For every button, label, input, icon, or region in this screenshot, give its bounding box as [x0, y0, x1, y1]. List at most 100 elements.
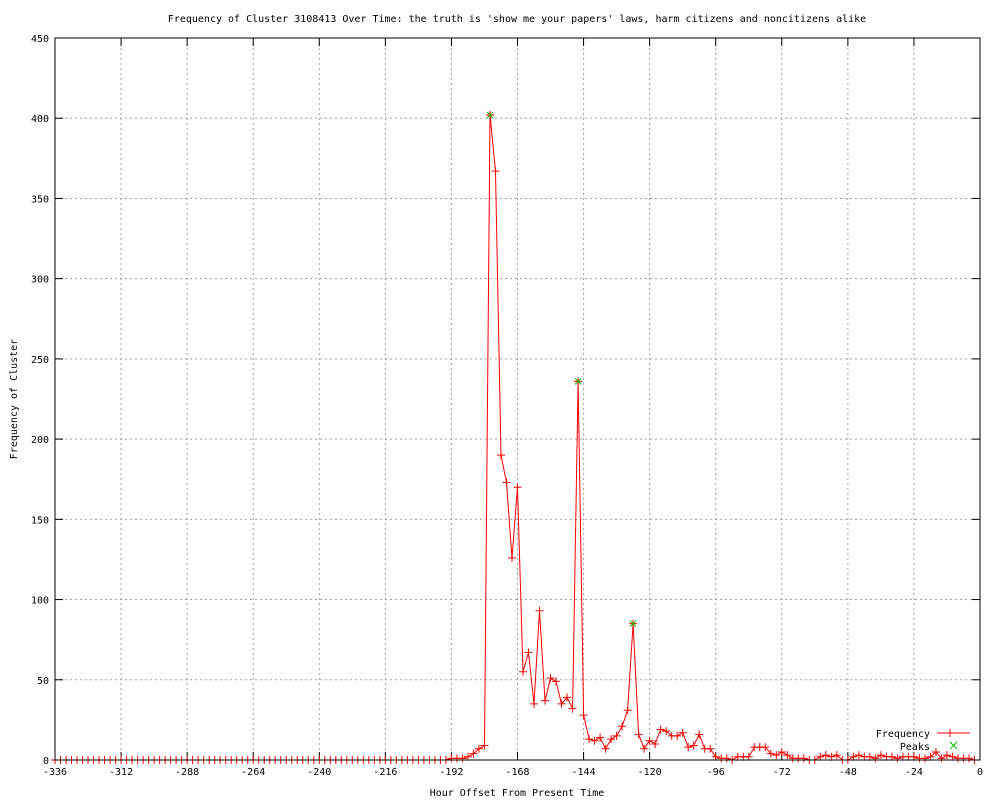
- legend-label-frequency: Frequency: [876, 729, 930, 740]
- frequency-point: [469, 749, 478, 758]
- x-tick-label: -336: [43, 767, 67, 778]
- frequency-point: [651, 739, 660, 748]
- frequency-point: [865, 752, 874, 761]
- y-tick-label: 250: [31, 355, 49, 366]
- frequency-point: [530, 699, 539, 708]
- plot-border: [54, 37, 981, 761]
- legend-label-peaks: Peaks: [900, 742, 930, 753]
- y-tick-label: 0: [43, 756, 49, 767]
- frequency-point: [535, 606, 544, 615]
- frequency-point: [777, 747, 786, 756]
- frequency-point: [942, 751, 951, 760]
- frequency-point: [931, 747, 940, 756]
- axis-ticks: -336 -312 -288 -264 -240 -216 -192 -168 -144 -120…: [31, 34, 983, 778]
- legend-marker-frequency: [946, 729, 954, 737]
- frequency-point: [491, 167, 500, 176]
- legend: Frequency Peaks: [876, 729, 970, 753]
- frequency-point: [909, 752, 918, 761]
- frequency-point: [821, 751, 830, 760]
- frequency-point: [634, 730, 643, 739]
- frequency-point: [546, 674, 555, 683]
- frequency-point: [502, 478, 511, 487]
- frequency-point: [920, 754, 929, 763]
- frequency-point: [463, 752, 472, 761]
- frequency-point: [827, 752, 836, 761]
- frequency-point: [926, 752, 935, 761]
- frequency-point: [568, 704, 577, 713]
- x-axis-label: Hour Offset From Present Time: [430, 788, 605, 799]
- frequency-point: [656, 725, 665, 734]
- frequency-point: [474, 744, 483, 753]
- x-tick-label: -312: [109, 767, 133, 778]
- frequency-point: [590, 736, 599, 745]
- frequency-point: [519, 667, 528, 676]
- frequency-point: [673, 731, 682, 740]
- x-tick-label: -264: [241, 767, 265, 778]
- frequency-point: [684, 743, 693, 752]
- frequency-point: [816, 752, 825, 761]
- y-tick-label: 300: [31, 275, 49, 286]
- frequency-point: [695, 730, 704, 739]
- series-layer: [51, 111, 979, 764]
- frequency-point: [678, 728, 687, 737]
- frequency-point: [607, 735, 616, 744]
- frequency-point: [612, 731, 621, 740]
- y-tick-label: 350: [31, 194, 49, 205]
- frequency-point: [480, 741, 489, 750]
- x-tick-label: -96: [707, 767, 725, 778]
- y-tick-label: 400: [31, 114, 49, 125]
- frequency-point: [706, 744, 715, 753]
- x-tick-label: -216: [373, 767, 397, 778]
- x-tick-label: -240: [307, 767, 331, 778]
- frequency-line: [55, 114, 975, 761]
- frequency-point: [849, 752, 858, 761]
- y-tick-label: 150: [31, 515, 49, 526]
- grid: [55, 38, 980, 760]
- frequency-point: [689, 741, 698, 750]
- frequency-point: [761, 743, 770, 752]
- frequency-point: [507, 553, 516, 562]
- peak-point: [486, 111, 494, 119]
- x-tick-label: -168: [505, 767, 529, 778]
- frequency-point: [496, 451, 505, 460]
- frequency-point: [645, 736, 654, 745]
- y-tick-label: 50: [37, 676, 49, 687]
- frequency-point: [524, 648, 533, 657]
- frequency-point: [513, 483, 522, 492]
- peak-point: [574, 377, 582, 385]
- frequency-point: [766, 749, 775, 758]
- legend-marker-peaks: [949, 741, 958, 750]
- peak-point: [629, 620, 637, 627]
- frequency-point: [832, 751, 841, 760]
- frequency-point: [937, 754, 946, 763]
- frequency-point: [722, 754, 731, 763]
- frequency-point: [964, 754, 973, 763]
- x-tick-label: -72: [773, 767, 791, 778]
- y-tick-label: 200: [31, 435, 49, 446]
- x-tick-label: 0: [977, 767, 983, 778]
- chart-title: Frequency of Cluster 3108413 Over Time: …: [168, 14, 866, 25]
- y-tick-label: 450: [31, 34, 49, 45]
- frequency-point: [541, 696, 550, 705]
- frequency-point: [596, 733, 605, 742]
- frequency-point: [618, 722, 627, 731]
- frequency-point: [601, 744, 610, 753]
- x-tick-label: -288: [175, 767, 199, 778]
- frequency-point: [458, 754, 467, 763]
- frequency-point: [579, 711, 588, 720]
- frequency-point: [876, 751, 885, 760]
- frequency-point: [854, 751, 863, 760]
- frequency-point: [585, 735, 594, 744]
- frequency-point: [640, 744, 649, 753]
- x-tick-label: -24: [905, 767, 923, 778]
- x-tick-label: -48: [839, 767, 857, 778]
- frequency-point: [799, 754, 808, 763]
- frequency-point: [893, 754, 902, 763]
- frequency-point: [772, 751, 781, 760]
- frequency-point: [783, 751, 792, 760]
- frequency-point: [557, 699, 566, 708]
- frequency-point: [662, 727, 671, 736]
- frequency-point: [744, 752, 753, 761]
- frequency-point: [552, 677, 561, 686]
